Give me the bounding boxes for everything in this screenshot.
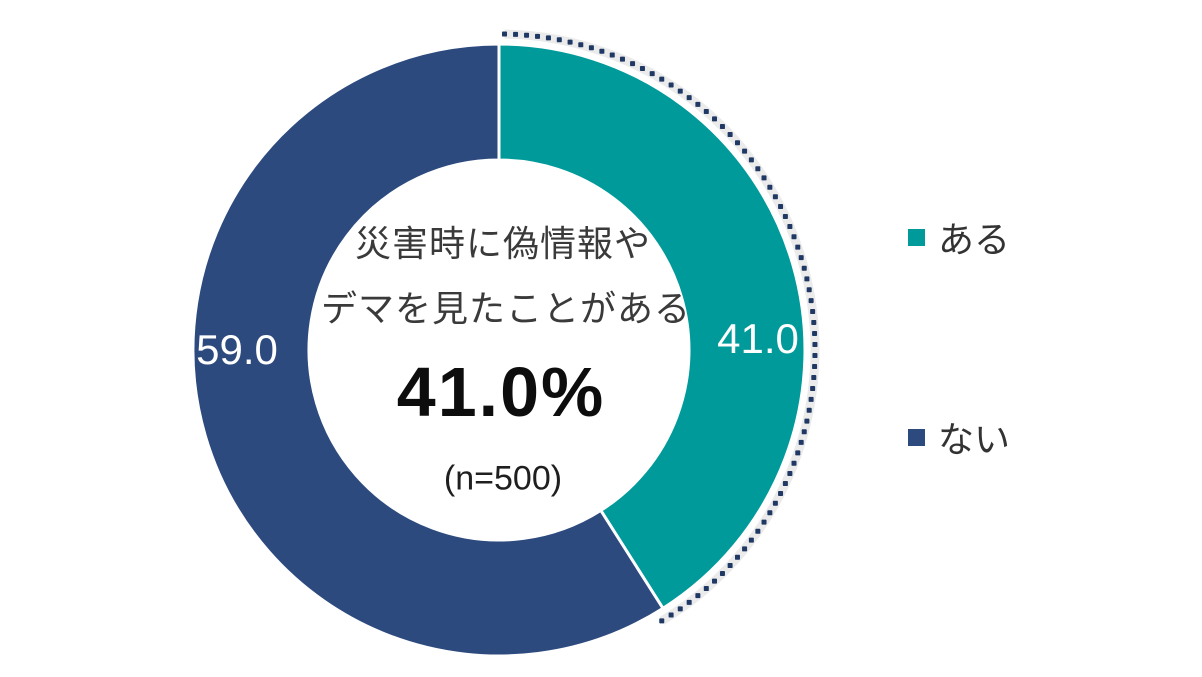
highlight-dot bbox=[795, 450, 801, 456]
highlight-dot bbox=[778, 204, 784, 210]
highlight-dot bbox=[808, 396, 814, 402]
highlight-dot bbox=[742, 546, 748, 552]
highlight-dot bbox=[556, 37, 562, 43]
highlight-dot bbox=[719, 570, 725, 576]
highlight-dot bbox=[806, 407, 812, 413]
highlight-dot bbox=[748, 537, 754, 543]
center-annotation-line1: 災害時に偽情報や bbox=[354, 223, 652, 264]
highlight-dot bbox=[567, 39, 573, 45]
highlight-dot bbox=[686, 95, 692, 101]
highlight-dot bbox=[659, 618, 665, 624]
highlight-dot bbox=[782, 213, 788, 219]
highlight-dot bbox=[810, 308, 816, 314]
highlight-dot bbox=[668, 612, 674, 618]
highlight-dot bbox=[801, 429, 807, 435]
highlight-dot bbox=[798, 255, 804, 261]
highlight-dot bbox=[806, 287, 812, 293]
highlight-dot bbox=[524, 32, 530, 38]
highlight-dot bbox=[703, 585, 709, 591]
highlight-dot bbox=[734, 554, 740, 560]
highlight-dot bbox=[812, 353, 818, 359]
highlight-dot bbox=[659, 76, 665, 82]
highlight-dot bbox=[767, 184, 773, 190]
highlight-dot bbox=[734, 140, 740, 146]
highlight-dot bbox=[703, 109, 709, 115]
highlight-dot bbox=[535, 33, 541, 39]
highlight-dot bbox=[649, 71, 655, 77]
highlight-dot bbox=[712, 578, 718, 584]
highlight-dot bbox=[810, 386, 816, 392]
segment-data-label-aru: 41.0 bbox=[717, 315, 799, 362]
highlight-dot bbox=[782, 481, 788, 487]
highlight-dot bbox=[619, 56, 625, 62]
highlight-dot bbox=[798, 439, 804, 445]
highlight-dot bbox=[668, 82, 674, 88]
highlight-dot bbox=[787, 224, 793, 230]
highlight-dot bbox=[755, 528, 761, 534]
highlight-dot bbox=[677, 88, 683, 94]
highlight-dot bbox=[787, 470, 793, 476]
legend-label-nai: ない bbox=[938, 419, 1011, 460]
center-annotation-sample-size: (n=500) bbox=[443, 459, 563, 498]
center-annotation-value: 41.0% bbox=[396, 353, 606, 431]
highlight-dot bbox=[677, 606, 683, 612]
highlight-dot bbox=[502, 31, 508, 37]
highlight-dot bbox=[695, 101, 701, 107]
highlight-dot bbox=[767, 510, 773, 516]
highlight-dot bbox=[791, 234, 797, 240]
highlight-dot bbox=[811, 319, 817, 325]
legend-swatch-aru bbox=[908, 228, 925, 246]
highlight-dot bbox=[804, 276, 810, 282]
highlight-dot bbox=[778, 490, 784, 496]
highlight-dot bbox=[791, 460, 797, 466]
highlight-dot bbox=[811, 375, 817, 381]
highlight-dot bbox=[748, 157, 754, 163]
legend-item-aru: ある bbox=[908, 211, 1010, 263]
highlight-dot bbox=[686, 599, 692, 605]
highlight-dot bbox=[727, 131, 733, 137]
highlight-dot bbox=[630, 61, 636, 67]
highlight-dot bbox=[727, 563, 733, 569]
highlight-dot bbox=[599, 48, 605, 54]
highlight-dot bbox=[755, 166, 761, 172]
highlight-dot bbox=[761, 519, 767, 525]
highlight-dot bbox=[513, 31, 519, 37]
highlight-dot bbox=[712, 116, 718, 122]
highlight-dot bbox=[545, 35, 551, 41]
highlight-dot bbox=[742, 148, 748, 154]
highlight-dot bbox=[812, 341, 818, 347]
donut-segment-aru bbox=[497, 42, 807, 611]
center-annotation-line2: デマを見たことがある bbox=[320, 288, 692, 329]
segment-data-label-nai: 59.0 bbox=[196, 326, 278, 373]
highlight-dot bbox=[772, 194, 778, 200]
highlight-dot bbox=[812, 364, 818, 370]
highlight-dot bbox=[639, 65, 645, 71]
highlight-dot bbox=[578, 42, 584, 48]
highlight-dot bbox=[772, 500, 778, 506]
donut-segment-nai bbox=[191, 42, 666, 658]
legend-item-nai: ない bbox=[908, 411, 1010, 463]
highlight-dot bbox=[761, 175, 767, 181]
highlight-dot bbox=[609, 52, 615, 58]
highlight-dot bbox=[804, 418, 810, 424]
highlight-dot bbox=[695, 593, 701, 599]
highlight-dot bbox=[812, 330, 818, 336]
highlight-dot bbox=[808, 298, 814, 304]
highlight-dot bbox=[795, 244, 801, 250]
highlight-dot bbox=[719, 124, 725, 130]
highlight-dot bbox=[588, 45, 594, 51]
highlight-dot bbox=[801, 265, 807, 271]
legend-swatch-nai bbox=[908, 428, 925, 446]
legend-label-aru: ある bbox=[938, 219, 1011, 260]
